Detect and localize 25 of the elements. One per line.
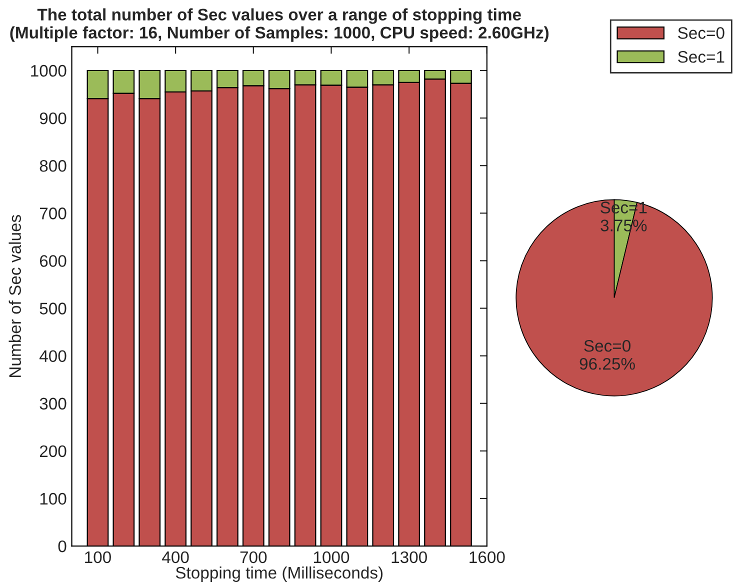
x-tick-label: 1600: [470, 551, 505, 564]
slice-label: Sec=0: [584, 340, 630, 352]
x-tick-label: 400: [162, 551, 189, 564]
pie-slice: [516, 199, 713, 396]
x-tick-label: 1000: [314, 551, 350, 564]
legend-label: Sec=1: [678, 50, 724, 63]
x-tick-label: 1300: [392, 551, 427, 564]
x-tick-label: 100: [85, 551, 111, 564]
y-tick-label: 300: [40, 398, 66, 410]
y-tick-label: 500: [40, 302, 66, 314]
x-axis-title: Stopping time (Milliseconds): [176, 566, 383, 582]
x-tick-label: 700: [240, 551, 267, 564]
y-axis-title: Number of Sec values: [8, 214, 21, 377]
y-tick-label: 700: [40, 208, 66, 220]
y-tick-label: 100: [40, 492, 66, 505]
chart-title: The total number of Sec values over a range of stopping time (Multiple factor: 16, Number of Samples: 1000, CPU speed: 2.60GHz): [10, 8, 549, 42]
y-tick-label: 400: [39, 350, 66, 362]
legend-label: Sec=0: [678, 27, 724, 39]
y-tick-label: 900: [40, 112, 66, 124]
y-tick-label: 1000: [31, 64, 66, 77]
y-tick-label: 0: [58, 540, 66, 552]
y-tick-label: 600: [40, 255, 66, 267]
y-tick-label: 200: [40, 445, 66, 458]
y-tick-label: 800: [40, 160, 66, 172]
data-label: 96.25%: [580, 358, 635, 370]
